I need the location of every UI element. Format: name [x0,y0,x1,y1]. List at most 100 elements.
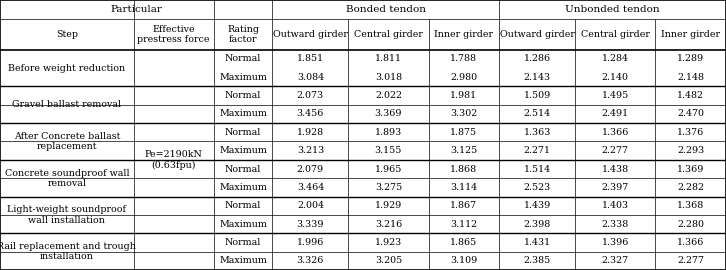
Text: 1.482: 1.482 [677,91,704,100]
Text: 1.788: 1.788 [450,54,478,63]
Text: 2.271: 2.271 [523,146,551,155]
Text: Maximum: Maximum [219,256,267,265]
Text: 2.277: 2.277 [602,146,629,155]
Text: 1.366: 1.366 [602,128,629,137]
Text: 3.112: 3.112 [450,220,478,229]
Text: Central girder: Central girder [581,30,650,39]
Text: Normal: Normal [225,128,261,137]
Text: 2.079: 2.079 [297,164,324,174]
Text: Effective
prestress force: Effective prestress force [137,25,210,44]
Text: 1.923: 1.923 [375,238,402,247]
Text: Rating
factor: Rating factor [227,25,259,44]
Text: Bonded tendon: Bonded tendon [346,5,426,14]
Text: 3.205: 3.205 [375,256,402,265]
Text: 1.495: 1.495 [602,91,629,100]
Text: 2.293: 2.293 [677,146,704,155]
Text: 2.523: 2.523 [523,183,551,192]
Text: 3.109: 3.109 [450,256,478,265]
Text: 3.125: 3.125 [450,146,478,155]
Text: 1.369: 1.369 [677,164,704,174]
Text: Unbonded tendon: Unbonded tendon [566,5,660,14]
Text: 2.398: 2.398 [523,220,551,229]
Text: 2.282: 2.282 [677,183,704,192]
Text: 2.140: 2.140 [602,73,629,82]
Text: 1.996: 1.996 [297,238,324,247]
Text: 2.280: 2.280 [677,220,704,229]
Text: 1.363: 1.363 [523,128,551,137]
Text: After Concrete ballast
replacement: After Concrete ballast replacement [14,132,120,151]
Text: Particular: Particular [110,5,162,14]
Text: Normal: Normal [225,54,261,63]
Text: Inner girder: Inner girder [434,30,494,39]
Text: 1.928: 1.928 [297,128,324,137]
Text: 2.327: 2.327 [602,256,629,265]
Text: 3.339: 3.339 [297,220,324,229]
Text: Gravel ballast removal: Gravel ballast removal [12,100,121,109]
Text: 2.143: 2.143 [523,73,551,82]
Text: 3.114: 3.114 [450,183,478,192]
Text: 2.514: 2.514 [523,109,551,119]
Text: 3.464: 3.464 [297,183,324,192]
Text: 1.431: 1.431 [523,238,551,247]
Text: 1.965: 1.965 [375,164,402,174]
Text: 3.275: 3.275 [375,183,402,192]
Text: 1.368: 1.368 [677,201,704,210]
Text: Maximum: Maximum [219,109,267,119]
Text: 1.289: 1.289 [677,54,704,63]
Text: 2.022: 2.022 [375,91,402,100]
Text: 1.851: 1.851 [297,54,324,63]
Text: 1.366: 1.366 [677,238,704,247]
Text: 2.148: 2.148 [677,73,704,82]
Text: 2.470: 2.470 [677,109,704,119]
Text: 1.867: 1.867 [450,201,478,210]
Text: 2.385: 2.385 [523,256,551,265]
Text: Normal: Normal [225,201,261,210]
Text: Normal: Normal [225,164,261,174]
Text: 2.277: 2.277 [677,256,704,265]
Text: 3.084: 3.084 [297,73,324,82]
Text: 3.326: 3.326 [297,256,324,265]
Text: 3.155: 3.155 [375,146,402,155]
Text: 3.456: 3.456 [297,109,324,119]
Text: Light-weight soundproof
wall installation: Light-weight soundproof wall installatio… [7,205,126,225]
Text: Outward girder: Outward girder [273,30,348,39]
Text: 2.980: 2.980 [450,73,478,82]
Text: 2.338: 2.338 [602,220,629,229]
Text: 2.491: 2.491 [602,109,629,119]
Text: Before weight reduction: Before weight reduction [8,63,126,73]
Text: 1.893: 1.893 [375,128,402,137]
Text: Central girder: Central girder [354,30,423,39]
Text: 1.403: 1.403 [602,201,629,210]
Text: 3.216: 3.216 [375,220,402,229]
Text: 1.284: 1.284 [602,54,629,63]
Text: Maximum: Maximum [219,146,267,155]
Text: 3.018: 3.018 [375,73,402,82]
Text: Normal: Normal [225,91,261,100]
Text: 2.004: 2.004 [297,201,324,210]
Text: 1.981: 1.981 [450,91,478,100]
Text: 1.865: 1.865 [450,238,478,247]
Text: Inner girder: Inner girder [661,30,720,39]
Text: 1.286: 1.286 [523,54,551,63]
Text: 1.396: 1.396 [602,238,629,247]
Text: 1.439: 1.439 [523,201,551,210]
Text: Concrete soundproof wall
removal: Concrete soundproof wall removal [4,168,129,188]
Text: 2.397: 2.397 [602,183,629,192]
Text: 1.514: 1.514 [523,164,551,174]
Text: Normal: Normal [225,238,261,247]
Text: Maximum: Maximum [219,73,267,82]
Text: 1.509: 1.509 [523,91,551,100]
Text: 3.213: 3.213 [297,146,324,155]
Text: Maximum: Maximum [219,220,267,229]
Text: Maximum: Maximum [219,183,267,192]
Text: Rail replacement and trough
installation: Rail replacement and trough installation [0,242,136,261]
Text: 1.376: 1.376 [677,128,704,137]
Text: 3.369: 3.369 [375,109,402,119]
Text: Step: Step [56,30,78,39]
Text: 1.811: 1.811 [375,54,402,63]
Text: 2.073: 2.073 [297,91,324,100]
Text: 3.302: 3.302 [450,109,478,119]
Text: 1.868: 1.868 [450,164,478,174]
Text: Pe=2190kN
(0.63fpu): Pe=2190kN (0.63fpu) [144,150,203,170]
Text: Outward girder: Outward girder [499,30,574,39]
